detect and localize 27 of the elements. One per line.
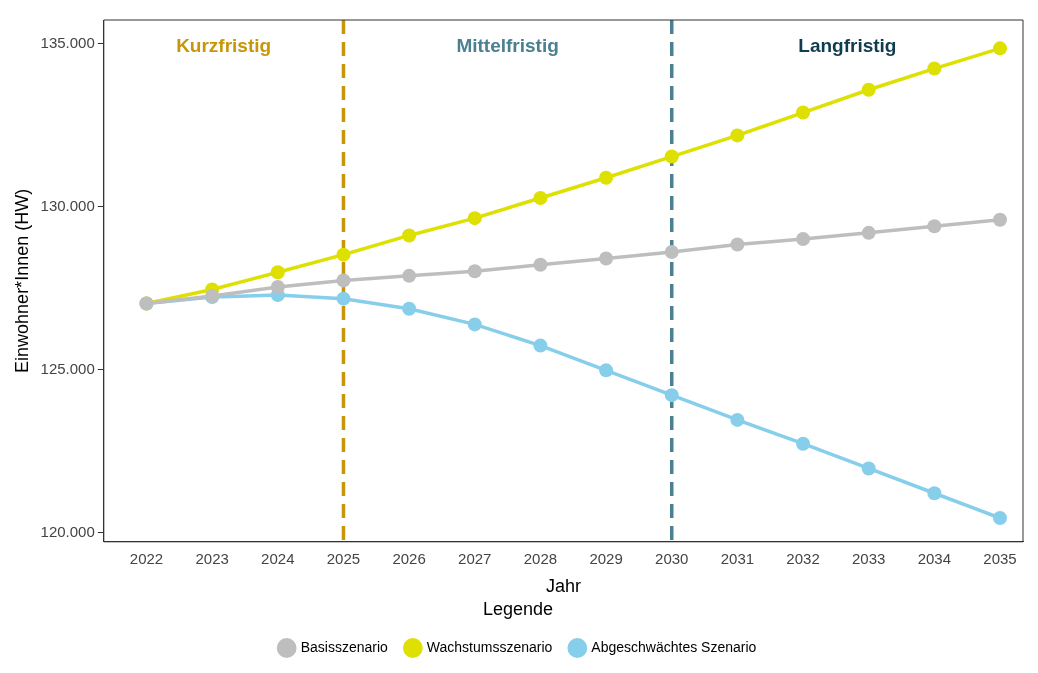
x-tick-label: 2035 <box>983 549 1017 567</box>
x-tick-label: 2031 <box>720 549 755 567</box>
x-tick-label: 2032 <box>786 549 820 567</box>
x-tick-label: 2023 <box>195 549 229 567</box>
x-tick-label: 2028 <box>523 549 558 567</box>
x-tick-label: 2033 <box>852 549 886 567</box>
legend-label: Basisszenario <box>300 638 389 655</box>
x-tick-label: 2022 <box>129 549 164 567</box>
x-tick-label: 2029 <box>589 549 623 567</box>
annotation: Kurzfristig <box>176 35 272 57</box>
x-axis-title: Jahr <box>545 575 581 596</box>
legend-title: Legende <box>482 599 554 620</box>
legend-label: Wachstumsszenario <box>426 638 553 655</box>
y-tick-label: 130.000 <box>40 196 95 214</box>
legend-label: Abgeschwächtes Szenario <box>591 638 757 655</box>
x-tick-label: 2027 <box>458 549 492 567</box>
x-tick-label: 2024 <box>261 549 295 567</box>
y-tick-label: 120.000 <box>40 522 95 540</box>
x-tick-label: 2030 <box>655 549 689 567</box>
x-tick-label: 2034 <box>917 549 952 567</box>
y-tick-label: 135.000 <box>40 33 95 51</box>
annotation: Mittelfristig <box>456 35 559 57</box>
y-tick-label: 125.000 <box>40 359 95 377</box>
y-axis-title: Einwohner*Innen (HW) <box>11 188 32 373</box>
x-tick-label: 2026 <box>392 549 426 567</box>
x-tick-label: 2025 <box>326 549 361 567</box>
annotation: Langfristig <box>798 35 897 57</box>
